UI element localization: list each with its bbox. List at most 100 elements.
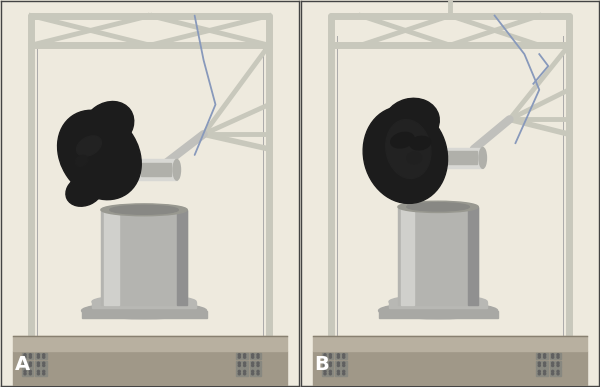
Bar (447, 151, 477, 164)
Circle shape (244, 362, 245, 364)
Bar (550, 353, 561, 359)
Circle shape (324, 370, 326, 372)
Circle shape (324, 362, 326, 364)
Circle shape (244, 365, 245, 366)
Bar (13, 351, 287, 386)
Circle shape (544, 362, 545, 364)
Circle shape (37, 370, 40, 372)
Circle shape (244, 354, 245, 356)
Circle shape (24, 362, 26, 364)
Circle shape (37, 362, 40, 364)
Circle shape (238, 365, 241, 366)
Circle shape (29, 356, 31, 358)
Circle shape (29, 373, 31, 375)
Circle shape (538, 362, 541, 364)
Bar (322, 369, 334, 376)
Bar (468, 207, 478, 305)
Circle shape (24, 365, 26, 366)
Circle shape (251, 356, 254, 358)
Circle shape (551, 370, 554, 372)
Ellipse shape (110, 205, 178, 214)
Circle shape (538, 356, 541, 358)
Circle shape (251, 370, 254, 372)
Circle shape (343, 362, 345, 364)
Ellipse shape (92, 295, 196, 308)
Circle shape (251, 365, 254, 366)
Ellipse shape (391, 132, 414, 148)
Bar (441, 147, 483, 168)
Bar (536, 353, 548, 359)
Circle shape (324, 354, 326, 356)
Ellipse shape (407, 152, 422, 164)
Circle shape (257, 354, 259, 356)
Bar (250, 361, 261, 368)
Circle shape (343, 354, 345, 356)
Circle shape (324, 356, 326, 358)
Circle shape (557, 373, 559, 375)
Bar (104, 210, 119, 305)
Bar (101, 210, 187, 305)
Bar (335, 369, 347, 376)
Ellipse shape (410, 136, 431, 150)
Circle shape (343, 356, 345, 358)
Ellipse shape (437, 147, 445, 168)
Circle shape (337, 365, 340, 366)
Bar (177, 210, 187, 305)
Circle shape (538, 354, 541, 356)
Ellipse shape (383, 98, 439, 146)
Circle shape (329, 373, 331, 375)
Bar (250, 353, 261, 359)
Bar (313, 336, 587, 351)
Circle shape (251, 373, 254, 375)
Circle shape (544, 370, 545, 372)
Circle shape (37, 365, 40, 366)
Ellipse shape (66, 175, 103, 206)
Circle shape (538, 365, 541, 366)
Ellipse shape (173, 159, 181, 180)
Circle shape (557, 354, 559, 356)
Bar (82, 311, 206, 318)
Circle shape (551, 365, 554, 366)
Bar (250, 369, 261, 376)
Circle shape (43, 373, 45, 375)
Bar (22, 353, 34, 359)
Circle shape (24, 370, 26, 372)
Circle shape (257, 365, 259, 366)
Circle shape (324, 365, 326, 366)
Circle shape (557, 362, 559, 364)
Circle shape (329, 356, 331, 358)
Ellipse shape (386, 120, 431, 178)
Circle shape (337, 354, 340, 356)
Circle shape (43, 354, 45, 356)
Circle shape (238, 356, 241, 358)
Circle shape (257, 362, 259, 364)
Circle shape (544, 365, 545, 366)
Ellipse shape (75, 155, 88, 166)
Circle shape (244, 373, 245, 375)
Ellipse shape (379, 303, 497, 319)
Circle shape (538, 370, 541, 372)
Bar (379, 311, 497, 318)
Circle shape (551, 362, 554, 364)
Circle shape (37, 356, 40, 358)
Circle shape (544, 373, 545, 375)
Text: B: B (314, 355, 329, 374)
Circle shape (244, 356, 245, 358)
Ellipse shape (407, 203, 469, 211)
Circle shape (329, 365, 331, 366)
Bar (313, 351, 587, 386)
Circle shape (329, 370, 331, 372)
Circle shape (24, 373, 26, 375)
Circle shape (251, 354, 254, 356)
Bar (236, 369, 248, 376)
Ellipse shape (131, 159, 139, 180)
Circle shape (37, 373, 40, 375)
Bar (141, 163, 171, 176)
Circle shape (343, 373, 345, 375)
Circle shape (557, 370, 559, 372)
Circle shape (251, 362, 254, 364)
Bar (236, 353, 248, 359)
Circle shape (29, 354, 31, 356)
Ellipse shape (479, 147, 487, 168)
Bar (92, 302, 196, 308)
